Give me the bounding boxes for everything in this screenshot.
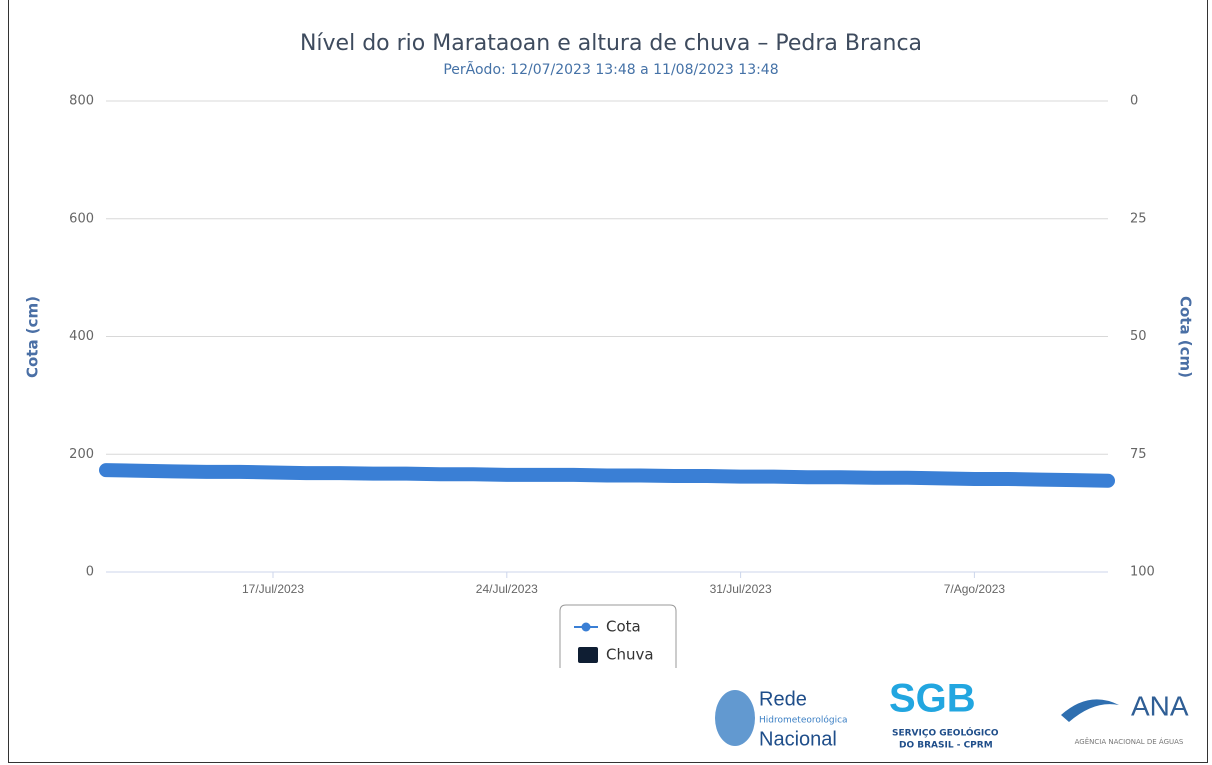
logo-icon xyxy=(1061,699,1119,722)
logo-text: AGÊNCIA NACIONAL DE ÁGUAS xyxy=(1075,737,1184,746)
chart: Nível do rio Marataoan e altura de chuva… xyxy=(24,31,1195,751)
y-axis-title: Cota (cm) xyxy=(24,296,42,378)
legend-symbol xyxy=(581,622,591,632)
logo-text: Rede xyxy=(759,688,807,710)
y2-axis-title: Cota (cm) xyxy=(1177,296,1195,378)
legend-label: Cota xyxy=(606,618,641,636)
logo-text: DO BRASIL - CPRM xyxy=(899,741,993,751)
frame: Nível do rio Marataoan e altura de chuva… xyxy=(8,0,1208,763)
logo-text: Nacional xyxy=(759,728,837,750)
y-tick-label: 600 xyxy=(69,211,94,226)
logo-icon xyxy=(715,690,755,746)
logo-sgb: SGB SERVIÇO GEOLÓGICO DO BRASIL - CPRM xyxy=(889,677,999,751)
legend-label: Chuva xyxy=(606,646,654,664)
x-tick-label: 31/Jul/2023 xyxy=(710,582,772,596)
legend-symbol xyxy=(578,647,598,663)
logo-ana: ANA AGÊNCIA NACIONAL DE ÁGUAS xyxy=(1061,690,1189,746)
logo-rede: Rede Hidrometeorológica Nacional xyxy=(715,688,848,750)
y2-tick-label: 0 xyxy=(1130,94,1138,109)
logo-text: Hidrometeorológica xyxy=(759,715,848,726)
cota-line xyxy=(99,463,1115,488)
logo-text: ANA xyxy=(1131,690,1189,721)
y-tick-label: 400 xyxy=(69,329,94,344)
y-tick-label: 0 xyxy=(86,565,94,580)
logo-text: SERVIÇO GEOLÓGICO xyxy=(892,727,999,739)
chart-title: Nível do rio Marataoan e altura de chuva… xyxy=(300,31,922,56)
logo-text: SGB xyxy=(889,677,976,721)
y2-tick-label: 50 xyxy=(1130,329,1147,344)
x-tick-label: 24/Jul/2023 xyxy=(476,582,538,596)
y-tick-label: 800 xyxy=(69,94,94,109)
y2-tick-label: 100 xyxy=(1130,565,1155,580)
y2-tick-label: 75 xyxy=(1130,447,1147,462)
y2-tick-label: 25 xyxy=(1130,211,1147,226)
x-tick-label: 7/Ago/2023 xyxy=(944,582,1006,596)
chart-subtitle: PerÃodo: 12/07/2023 13:48 a 11/08/2023 1… xyxy=(443,61,778,78)
x-tick-label: 17/Jul/2023 xyxy=(242,582,304,596)
y-tick-label: 200 xyxy=(69,447,94,462)
